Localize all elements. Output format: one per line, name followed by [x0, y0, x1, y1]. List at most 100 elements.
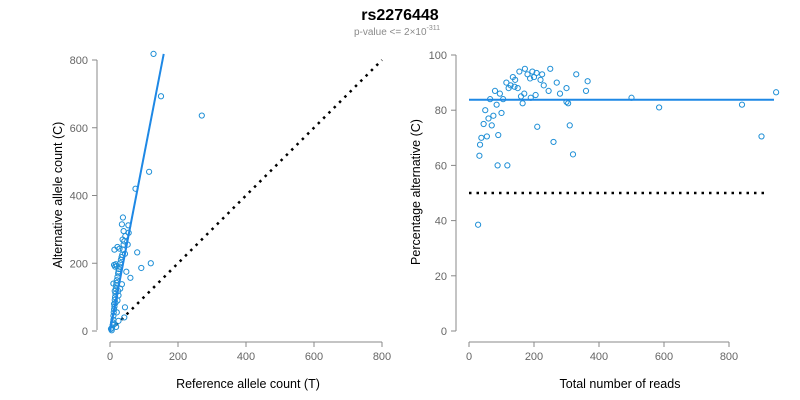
chart-subtitle: p-value <= 2×10-311 [354, 25, 440, 38]
left-x-tick-label: 400 [237, 351, 255, 363]
left-point [114, 297, 121, 304]
right-y-tick-label: 40 [435, 216, 447, 228]
left-point [110, 280, 117, 287]
right-x-tick-label: 800 [720, 351, 738, 363]
right-point [483, 133, 490, 140]
right-point [475, 221, 482, 228]
right-point [521, 90, 528, 97]
right-point [476, 141, 484, 148]
left-y-tick-label: 400 [70, 191, 88, 203]
right-point [563, 85, 570, 92]
left-y-ticks: 0 200 400 600 800 [70, 55, 97, 338]
right-point [511, 83, 518, 90]
right-point [494, 162, 501, 169]
right-point [540, 82, 547, 89]
left-x-tick-label: 800 [373, 351, 391, 363]
left-x-tick-label: 600 [305, 351, 323, 363]
right-x-axis-title: Total number of reads [560, 377, 681, 391]
left-y-axis-title: Alternative allele count (C) [51, 122, 65, 269]
right-point [503, 79, 510, 86]
right-point [738, 101, 746, 108]
right-point [656, 104, 663, 111]
left-point [116, 245, 123, 252]
left-fit-line [109, 53, 165, 332]
right-point [519, 100, 526, 107]
subtitle-exponent: -311 [427, 25, 441, 32]
left-point [120, 227, 127, 235]
right-y-tick-label: 80 [435, 105, 447, 117]
left-x-tick-label: 200 [169, 351, 187, 363]
right-x-tick-label: 600 [655, 351, 673, 363]
left-x-ticks: 0 200 400 600 800 [107, 342, 391, 363]
right-point [566, 122, 573, 129]
right-point [480, 120, 487, 128]
right-point [476, 152, 483, 159]
right-point [545, 87, 552, 94]
right-point [773, 89, 780, 96]
right-point [758, 133, 765, 140]
right-x-tick-label: 200 [525, 351, 543, 363]
left-point [147, 260, 154, 267]
left-point [150, 50, 157, 58]
left-reference-line [115, 59, 383, 326]
left-y-tick-label: 600 [70, 123, 88, 135]
left-y-tick-label: 800 [70, 55, 88, 67]
left-x-tick-label: 0 [107, 351, 113, 363]
right-y-tick-label: 100 [429, 50, 447, 62]
right-point [532, 91, 539, 99]
right-point [516, 68, 523, 75]
right-point [556, 90, 564, 97]
right-y-tick-label: 20 [435, 271, 447, 283]
left-point [123, 268, 130, 275]
right-point [495, 131, 502, 139]
left-point [119, 214, 127, 221]
right-point [488, 122, 495, 129]
left-x-axis-title: Reference allele count (T) [176, 377, 320, 391]
right-point [533, 69, 540, 77]
left-y-tick-label: 0 [82, 326, 88, 338]
right-point [514, 85, 521, 92]
right-point [490, 112, 497, 119]
right-point [550, 138, 557, 146]
right-y-axis-title: Percentage alternative (C) [409, 119, 423, 265]
right-point [521, 65, 529, 72]
left-point [115, 317, 122, 324]
left-point [113, 323, 120, 331]
right-point [527, 75, 534, 82]
right-point [573, 71, 580, 78]
left-point [127, 274, 134, 281]
right-point [537, 76, 544, 83]
left-point [146, 168, 153, 175]
right-point [569, 151, 577, 158]
right-point [496, 90, 503, 97]
right-point [534, 123, 541, 130]
left-point [157, 93, 165, 100]
right-point [582, 87, 590, 94]
right-point [517, 93, 525, 100]
right-point [498, 109, 505, 117]
right-point [507, 82, 514, 89]
left-point [121, 314, 128, 321]
left-point [138, 264, 145, 272]
right-y-ticks: 0 20 40 60 80 100 [429, 50, 456, 338]
subtitle-text: p-value <= 2×10 [354, 27, 427, 38]
right-point [539, 71, 546, 78]
right-x-tick-label: 400 [590, 351, 608, 363]
right-x-ticks: 0 200 400 600 800 [466, 342, 738, 363]
right-point [512, 76, 519, 83]
left-point [118, 221, 126, 228]
right-point [553, 79, 560, 86]
right-y-tick-label: 60 [435, 160, 447, 172]
left-y-tick-label: 200 [70, 258, 88, 270]
right-y-tick-label: 0 [441, 326, 447, 338]
right-point [493, 101, 500, 108]
right-point [547, 65, 554, 72]
right-point [478, 134, 485, 141]
chart-title: rs2276448 [361, 7, 439, 24]
right-point [529, 68, 536, 75]
right-point [504, 162, 511, 169]
right-scatter-panel: 0 200 400 600 800 0 20 40 60 80 100 Total number … [409, 50, 780, 391]
right-point [485, 115, 492, 122]
right-point [491, 87, 499, 94]
